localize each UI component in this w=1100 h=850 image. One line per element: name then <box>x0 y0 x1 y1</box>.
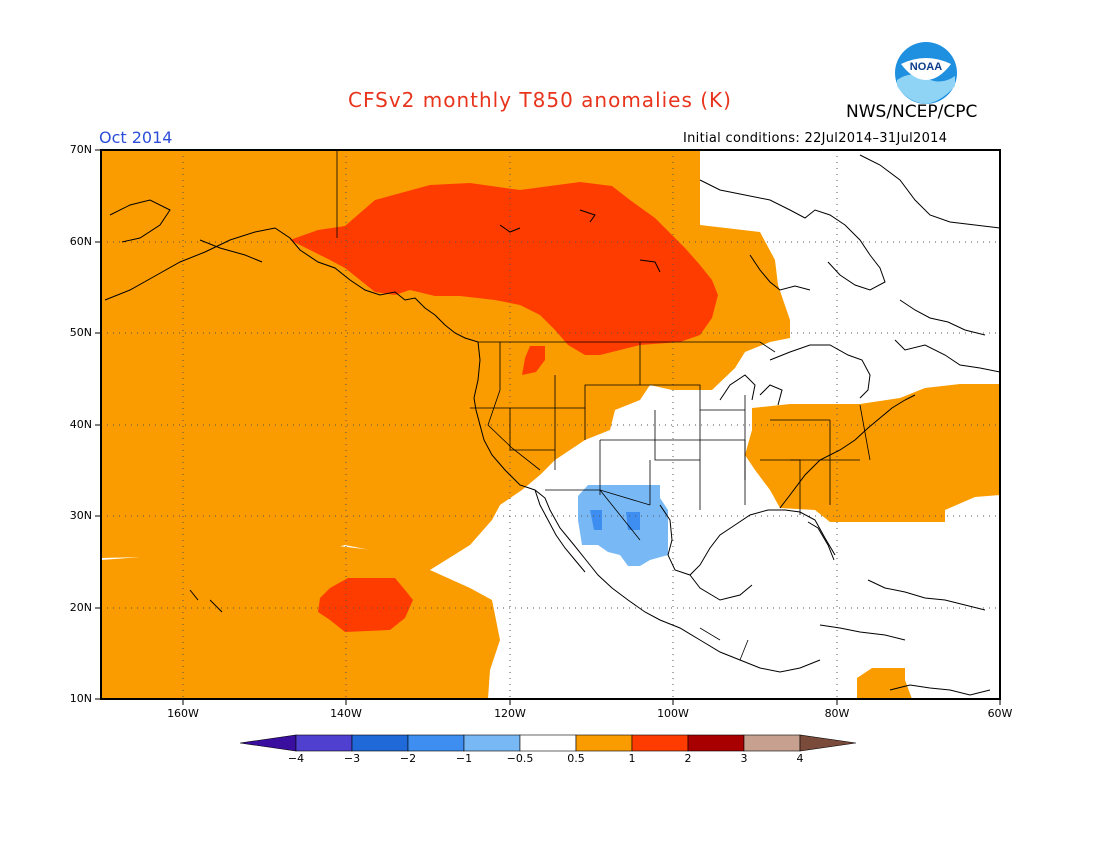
lat-label: 70N <box>69 143 92 156</box>
anomaly-region-warm-pacific <box>101 150 500 699</box>
lon-label: 80W <box>824 707 850 720</box>
lat-label: 10N <box>69 692 92 705</box>
anomaly-region-warm-east <box>745 384 1000 522</box>
lat-label: 50N <box>69 326 92 339</box>
colorbar-tick-label: −3 <box>343 752 361 765</box>
lon-label: 120W <box>494 707 526 720</box>
political-borders <box>336 150 871 661</box>
colorbar-swatch <box>463 734 521 752</box>
colorbar-tick-label: −4 <box>287 752 305 765</box>
colorbar-swatch <box>687 734 745 752</box>
colorbar-tick-label: 4 <box>796 752 804 765</box>
anomaly-region-warm-caribbean <box>857 668 912 699</box>
colorbar-tick-label: 2 <box>684 752 692 765</box>
coastlines <box>104 154 1000 696</box>
map-title: CFSv2 monthly T850 anomalies (K) <box>348 88 732 112</box>
colorbar-swatch <box>519 734 577 752</box>
anomaly-region-hot-idaho <box>522 346 545 375</box>
noaa-logo-text: NOAA <box>910 61 942 73</box>
lon-label: 100W <box>657 707 689 720</box>
lon-label: 160W <box>167 707 199 720</box>
axis-ticks <box>95 149 1001 705</box>
colorbar-swatch <box>743 734 801 752</box>
forecast-month: Oct 2014 <box>99 128 173 147</box>
colorbar-swatch <box>295 734 353 752</box>
colorbar-swatch <box>407 734 465 752</box>
lat-label: 30N <box>69 509 92 522</box>
colorbar-tick-label: 3 <box>740 752 748 765</box>
colorbar-arrow-high <box>799 734 857 752</box>
colorbar-tick-label: 1 <box>628 752 636 765</box>
agency-label: NWS/NCEP/CPC <box>846 102 978 122</box>
anomaly-region-hot-pacific <box>318 578 413 632</box>
colorbar-tick-label: −1 <box>455 752 473 765</box>
lat-label: 40N <box>69 418 92 431</box>
colorbar <box>239 734 857 752</box>
lon-label: 140W <box>330 707 362 720</box>
colorbar-swatch <box>631 734 689 752</box>
lon-label: 60W <box>987 707 1013 720</box>
lat-label: 60N <box>69 235 92 248</box>
lat-label: 20N <box>69 601 92 614</box>
colorbar-swatch <box>575 734 633 752</box>
anomaly-region-hot-canada <box>290 182 718 355</box>
initial-conditions: Initial conditions: 22Jul2014–31Jul2014 <box>683 131 948 146</box>
colorbar-tick-label: 0.5 <box>567 752 585 765</box>
anomaly-region-cool-mexico <box>578 485 668 566</box>
colorbar-tick-label: −0.5 <box>506 752 534 765</box>
colorbar-swatch <box>351 734 409 752</box>
colorbar-arrow-low <box>239 734 297 752</box>
colorbar-tick-label: −2 <box>399 752 417 765</box>
noaa-logo: NOAA <box>895 42 957 104</box>
